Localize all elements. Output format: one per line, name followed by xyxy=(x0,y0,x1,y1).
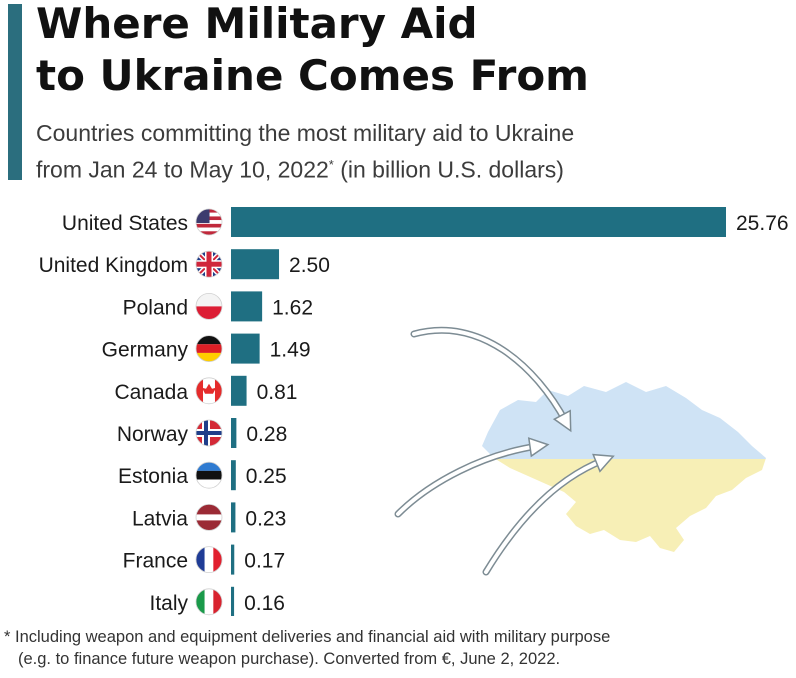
bar xyxy=(231,460,236,491)
bar xyxy=(231,207,726,237)
ukraine-map-blue xyxy=(482,382,766,459)
arrows-decoration xyxy=(394,326,615,576)
subtitle-line-1: Countries committing the most military a… xyxy=(36,120,575,146)
value-label: 0.16 xyxy=(244,592,285,615)
poland-flag-icon xyxy=(195,293,223,320)
arrow-body-1 xyxy=(412,328,568,424)
value-label: 2.50 xyxy=(289,254,330,277)
uk-flag-icon xyxy=(195,250,223,278)
footnote-line-1: * Including weapon and equipment deliver… xyxy=(4,628,611,646)
category-label: France xyxy=(123,550,188,573)
ukraine-map-decoration xyxy=(482,382,766,552)
bar xyxy=(231,375,247,406)
value-label: 0.28 xyxy=(246,423,287,446)
bars-group: United States 25.76 United Kingdom 2.50 Pola… xyxy=(39,207,789,616)
germany-flag-icon xyxy=(195,335,223,363)
footnote: * Including weapon and equipment deliver… xyxy=(4,626,794,670)
bar xyxy=(231,502,236,533)
latvia-flag-icon xyxy=(195,503,223,531)
estonia-flag-icon xyxy=(195,461,223,489)
value-label: 1.49 xyxy=(270,339,311,362)
title-line-2: to Ukraine Comes From xyxy=(36,51,589,100)
subtitle-footnote-mark: * xyxy=(328,157,334,172)
category-label: Canada xyxy=(114,381,188,404)
france-flag-icon xyxy=(195,546,223,574)
value-label: 1.62 xyxy=(272,296,313,319)
arrow-head-1 xyxy=(552,409,572,433)
category-label: Germany xyxy=(102,339,189,362)
chart-subtitle: Countries committing the most military a… xyxy=(36,118,776,186)
bar-chart: United States 25.76 United Kingdom 2.50 Pola… xyxy=(39,207,789,616)
footnote-line-2: (e.g. to finance future weapon purchase)… xyxy=(18,650,561,668)
arrow-head-3 xyxy=(592,453,615,473)
bar xyxy=(231,418,237,448)
category-label: Latvia xyxy=(132,507,188,530)
category-label: United Kingdom xyxy=(39,254,188,277)
page-title: Where Military Aid to Ukraine Comes From xyxy=(36,0,776,102)
subtitle-line-2b: (in billion U.S. dollars) xyxy=(333,156,564,183)
arrow-body-3 xyxy=(484,458,606,574)
value-label: 25.76 xyxy=(736,212,789,235)
norway-flag-icon xyxy=(195,419,223,447)
category-label: Italy xyxy=(149,592,188,615)
title-line-1: Where Military Aid xyxy=(36,0,478,48)
value-label: 0.25 xyxy=(246,465,287,488)
ukraine-map-yellow xyxy=(482,459,766,552)
bar xyxy=(231,291,263,322)
italy-flag-icon xyxy=(195,588,223,616)
category-label: Norway xyxy=(117,423,189,446)
arrow-body-2 xyxy=(396,444,540,516)
value-label: 0.81 xyxy=(257,381,298,404)
arrow-head-2 xyxy=(527,437,550,458)
canada-flag-icon xyxy=(195,377,223,405)
accent-bar xyxy=(8,4,22,180)
value-label: 0.17 xyxy=(244,550,285,573)
bar xyxy=(231,333,260,364)
us-flag-icon xyxy=(195,208,223,236)
category-label: United States xyxy=(62,212,188,235)
subtitle-line-2a: from Jan 24 to May 10, 2022 xyxy=(36,156,329,183)
bar xyxy=(231,249,280,280)
category-label: Estonia xyxy=(118,465,188,488)
value-label: 0.23 xyxy=(245,507,286,530)
bar xyxy=(231,544,235,575)
category-label: Poland xyxy=(123,296,188,319)
bar xyxy=(231,586,235,616)
